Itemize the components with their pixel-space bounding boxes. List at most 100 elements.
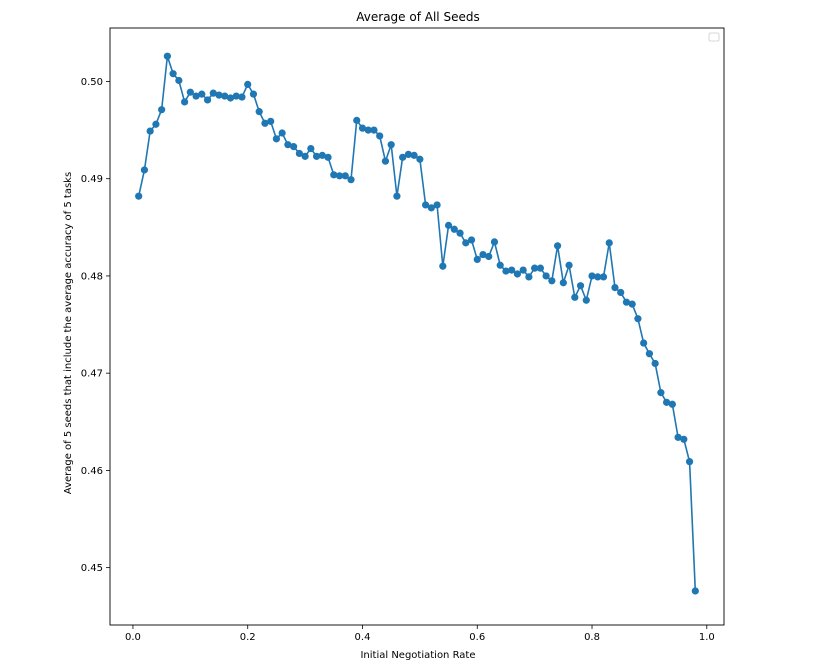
data-point	[232, 92, 240, 100]
data-point	[416, 155, 424, 163]
x-tick-label: 0.8	[584, 632, 600, 643]
data-point	[433, 201, 441, 209]
data-point	[645, 350, 654, 358]
data-point	[376, 132, 384, 140]
data-point	[353, 116, 361, 124]
data-point	[605, 239, 613, 247]
data-point	[238, 93, 246, 101]
x-tick-label: 0.6	[469, 632, 485, 643]
data-point	[186, 88, 194, 96]
data-point	[422, 201, 430, 209]
data-point	[135, 192, 143, 200]
data-point	[634, 315, 642, 323]
data-point	[536, 264, 544, 272]
data-point	[404, 150, 412, 159]
data-point	[163, 52, 171, 60]
data-point	[456, 229, 464, 237]
data-point	[462, 239, 470, 247]
data-point	[663, 398, 671, 406]
plot-area	[109, 27, 725, 626]
data-point	[502, 267, 510, 275]
data-point	[347, 176, 355, 184]
data-point	[582, 296, 590, 304]
data-point	[198, 90, 206, 98]
data-point	[525, 273, 533, 281]
data-point	[221, 92, 229, 100]
data-point	[691, 587, 699, 595]
data-point	[290, 143, 298, 151]
data-point	[444, 221, 453, 229]
data-point	[358, 124, 367, 132]
y-tick-label: 0.50	[81, 77, 103, 88]
data-point	[542, 272, 550, 280]
data-point	[680, 435, 688, 443]
y-tick-label: 0.46	[81, 466, 103, 477]
data-point	[284, 141, 292, 149]
data-point	[324, 153, 332, 161]
data-point	[175, 76, 183, 85]
data-point	[255, 108, 263, 116]
data-point	[140, 166, 149, 174]
data-point	[295, 149, 303, 158]
x-tick-label: 0.4	[355, 632, 371, 643]
data-point	[611, 284, 619, 292]
data-point	[318, 151, 326, 159]
series-points	[135, 52, 699, 595]
data-point	[485, 252, 493, 261]
data-point	[180, 98, 189, 106]
data-point	[341, 172, 349, 180]
data-point	[496, 261, 504, 269]
data-point	[599, 273, 608, 281]
data-point	[490, 238, 499, 246]
data-point	[244, 80, 252, 88]
data-point	[307, 144, 315, 153]
data-point	[576, 282, 585, 290]
data-point	[588, 272, 596, 280]
y-tick-label: 0.47	[81, 369, 103, 380]
data-point	[674, 433, 682, 441]
data-point	[387, 141, 395, 149]
data-point	[399, 153, 407, 161]
data-point	[651, 359, 659, 368]
data-point	[473, 255, 481, 264]
data-point	[226, 94, 235, 102]
legend-box	[708, 32, 720, 42]
data-point	[272, 135, 281, 143]
y-tick-label: 0.45	[81, 563, 103, 574]
data-point	[548, 277, 556, 285]
data-point	[427, 204, 435, 212]
data-point	[278, 129, 286, 137]
data-point	[571, 293, 579, 301]
data-point	[467, 236, 476, 244]
data-point	[192, 92, 200, 100]
data-point	[617, 288, 625, 297]
x-axis: 0.0 0.2 0.4 0.6 0.8 1.0	[125, 625, 715, 643]
data-point	[410, 151, 418, 159]
data-point	[312, 152, 321, 160]
data-point	[146, 127, 154, 135]
x-tick-label: 1.0	[699, 632, 715, 643]
data-point	[450, 225, 458, 233]
data-point	[393, 192, 401, 200]
data-point	[622, 298, 631, 306]
data-point	[519, 266, 527, 274]
data-point	[594, 273, 602, 281]
data-point	[249, 90, 258, 98]
x-tick-label: 0.0	[125, 632, 141, 643]
y-axis: 0.45 0.46 0.47 0.48 0.49 0.50	[81, 77, 110, 574]
y-tick-label: 0.48	[81, 271, 103, 282]
y-axis-label: Average of 5 seeds that include the aver…	[63, 172, 74, 494]
data-point	[169, 70, 177, 78]
data-point	[668, 400, 676, 408]
data-point	[513, 270, 522, 278]
data-point	[508, 266, 516, 274]
data-point	[335, 172, 344, 180]
data-point	[330, 171, 338, 179]
data-point	[439, 262, 447, 270]
data-point	[685, 458, 694, 466]
chart-title: Average of All Seeds	[356, 10, 479, 24]
data-point	[261, 119, 269, 127]
y-tick-label: 0.49	[81, 174, 103, 185]
data-point	[152, 120, 160, 128]
